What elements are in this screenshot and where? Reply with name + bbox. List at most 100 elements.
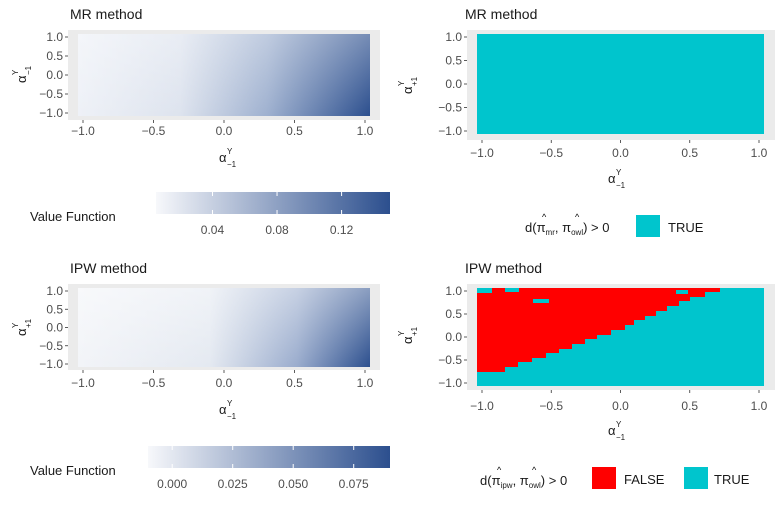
legend-title: d(πipw, πowl) > 0 — [480, 473, 567, 490]
panel-ipw-value — [68, 284, 380, 370]
legend-tick-label: 0.12 — [330, 223, 354, 237]
xaxis-title-p1: α Y −1 — [219, 147, 237, 169]
x-tick-label: 0.0 — [216, 124, 233, 138]
x-tick-label: 1.0 — [357, 376, 374, 390]
y-tick-label: 1.0 — [445, 30, 462, 44]
svg-text:Y: Y — [11, 322, 20, 328]
panel-title-mr-diff: MR method — [465, 6, 537, 22]
svg-text:+1: +1 — [410, 326, 419, 336]
legend-label-false: FALSE — [624, 472, 665, 487]
x-tick-label: 0.0 — [216, 376, 233, 390]
tile-true-patch — [676, 290, 688, 294]
yaxis-title-p1: α Y −1 — [11, 65, 33, 83]
x-tick-label: 0.0 — [612, 146, 629, 160]
legend-tick-label: 0.075 — [339, 477, 369, 491]
legend-mr-value: Value Function 0.04 0.08 0.12 — [30, 192, 390, 237]
x-tick-label: −0.5 — [539, 146, 563, 160]
y-tick-label: 0.5 — [445, 54, 462, 68]
legend-tick-label: 0.000 — [157, 477, 187, 491]
x-tick-label: 0.5 — [681, 399, 698, 413]
x-tick-label: 1.0 — [357, 124, 374, 138]
axes-layer: −1.0 −1.0 −0.5 −0.5 0.0 0.0 0.5 0.5 1.0 1.0 −1.0 −1… — [39, 30, 767, 413]
svg-text:α: α — [219, 150, 227, 165]
svg-text:α: α — [14, 328, 29, 336]
x-tick-label: 0.5 — [286, 124, 303, 138]
x-tick-label: 1.0 — [751, 146, 768, 160]
svg-text:Y: Y — [227, 147, 233, 156]
hat-mark: ^ — [532, 465, 537, 475]
svg-text:Y: Y — [11, 69, 20, 75]
legend-tick-label: 0.08 — [265, 223, 289, 237]
svg-text:α: α — [14, 75, 29, 83]
x-tick-label: −0.5 — [142, 124, 166, 138]
legend-title: Value Function — [30, 463, 116, 478]
y-tick-label: 0.0 — [46, 321, 63, 335]
y-tick-label: 0.5 — [46, 302, 63, 316]
svg-text:−1: −1 — [24, 65, 33, 75]
tile-true-region — [477, 34, 764, 134]
x-tick-label: 0.5 — [681, 146, 698, 160]
x-tick-label: −1.0 — [71, 124, 95, 138]
y-tick-label: 0.0 — [445, 330, 462, 344]
legend-label-true: TRUE — [714, 472, 750, 487]
y-tick-label: 0.0 — [445, 77, 462, 91]
x-tick-label: 1.0 — [751, 399, 768, 413]
hat-mark: ^ — [575, 212, 580, 222]
svg-text:Y: Y — [616, 168, 622, 177]
x-tick-label: −0.5 — [142, 376, 166, 390]
x-tick-label: −0.5 — [539, 399, 563, 413]
x-tick-label: −1.0 — [470, 399, 494, 413]
legend-title: Value Function — [30, 209, 116, 224]
legend-colorbar — [148, 446, 390, 468]
legend-title: d(πmr, πowl) > 0 — [525, 220, 609, 237]
panel-ipw-diff — [467, 284, 775, 390]
yaxis-title-p4: α Y +1 — [397, 326, 419, 344]
yaxis-title-p3: α Y +1 — [11, 318, 33, 336]
heatmap-shading — [78, 288, 370, 367]
xaxis-title-p2: α Y −1 — [608, 168, 626, 190]
y-tick-label: 1.0 — [46, 30, 63, 44]
y-tick-label: 1.0 — [445, 284, 462, 298]
y-tick-label: −1.0 — [438, 124, 462, 138]
y-tick-label: 1.0 — [46, 284, 63, 298]
xaxis-title-p4: α Y −1 — [608, 420, 626, 442]
panel-mr-value — [68, 30, 380, 120]
tile-true-patch — [505, 288, 519, 292]
heatmap-shading — [78, 34, 370, 116]
svg-text:−1: −1 — [227, 412, 237, 421]
y-tick-label: 0.5 — [445, 307, 462, 321]
legend-mr-diff: d(πmr, πowl) > 0 ^ ^ TRUE — [525, 212, 704, 237]
tile-true-patch — [533, 299, 549, 303]
svg-text:Y: Y — [616, 420, 622, 429]
svg-text:Y: Y — [397, 80, 406, 86]
y-tick-label: −0.5 — [39, 87, 63, 101]
xaxis-title-p3: α Y −1 — [219, 399, 237, 421]
legend-key-true — [684, 467, 708, 489]
x-tick-label: 0.5 — [286, 376, 303, 390]
legend-key-true — [636, 215, 660, 237]
hat-mark: ^ — [497, 465, 502, 475]
y-tick-label: −0.5 — [438, 353, 462, 367]
svg-text:+1: +1 — [24, 318, 33, 328]
svg-text:+1: +1 — [410, 76, 419, 86]
y-tick-label: −0.5 — [39, 339, 63, 353]
svg-text:−1: −1 — [616, 433, 626, 442]
legend-label-true: TRUE — [668, 220, 704, 235]
panel-title-ipw-value: IPW method — [70, 260, 147, 276]
legend-ipw-diff: d(πipw, πowl) > 0 ^ ^ FALSE TRUE — [480, 465, 750, 490]
panel-title-mr-value: MR method — [70, 6, 142, 22]
panel-title-ipw-diff: IPW method — [465, 260, 542, 276]
x-tick-label: −1.0 — [470, 146, 494, 160]
tile-false-region — [477, 288, 720, 372]
legend-tick-label: 0.025 — [218, 477, 248, 491]
svg-text:Y: Y — [227, 399, 233, 408]
y-tick-label: −1.0 — [39, 357, 63, 371]
x-tick-label: −1.0 — [71, 376, 95, 390]
y-tick-label: −1.0 — [39, 106, 63, 120]
svg-text:α: α — [400, 336, 415, 344]
svg-text:α: α — [400, 86, 415, 94]
yaxis-title-p2: α Y +1 — [397, 76, 419, 94]
y-tick-label: −1.0 — [438, 376, 462, 390]
legend-tick-label: 0.04 — [201, 223, 225, 237]
